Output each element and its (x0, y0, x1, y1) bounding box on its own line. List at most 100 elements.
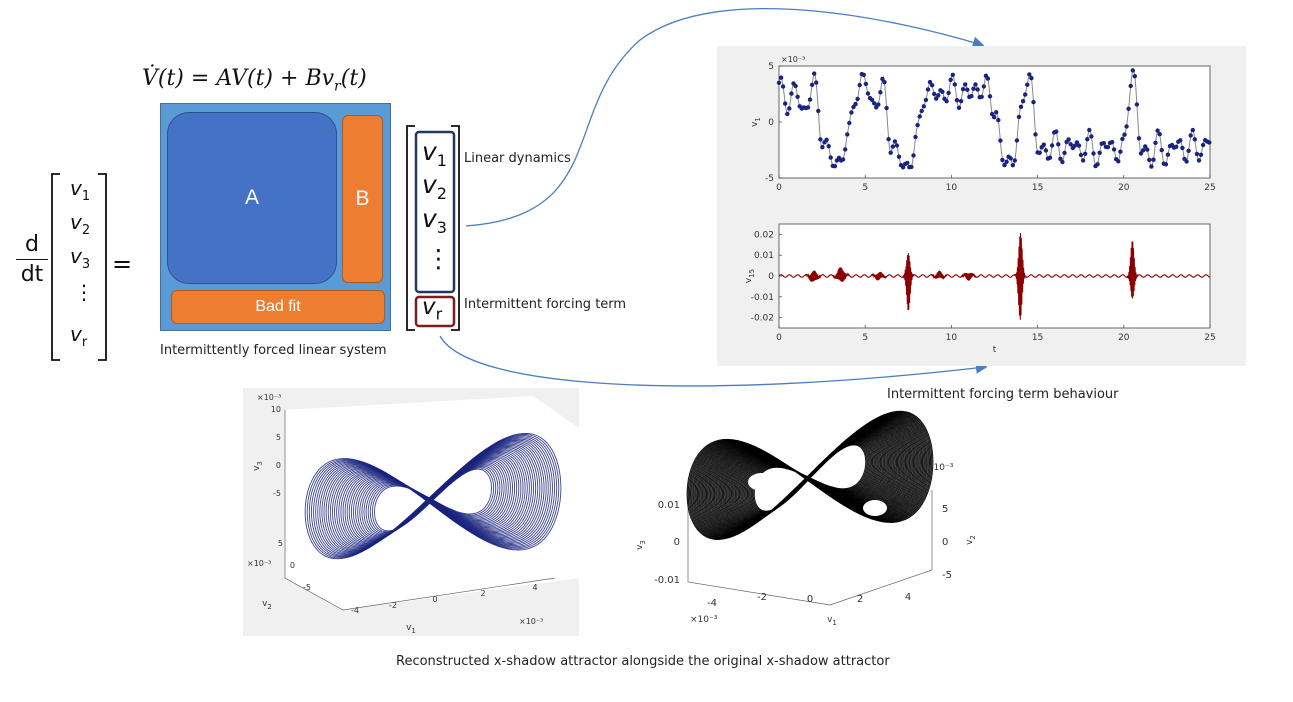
v1-point (965, 87, 970, 92)
v1-point (1029, 75, 1034, 81)
v1-point (1155, 128, 1160, 133)
v1-point (975, 87, 980, 92)
v1-point (940, 89, 945, 94)
v1-point (845, 132, 850, 137)
v1-point (1012, 158, 1017, 163)
state-v1: v1 (70, 176, 91, 204)
attractor-caption: Reconstructed x-shadow attractor alongsi… (396, 654, 890, 669)
linear-dots: ⋮ (426, 244, 451, 273)
att2-v1-tick: -4 (707, 598, 717, 609)
v1-point (892, 139, 898, 144)
matrix-a-block: A (167, 112, 337, 284)
v1-point (857, 82, 862, 88)
matrix-frame: A B Bad fit (160, 103, 391, 331)
v1-point (992, 115, 997, 120)
v15-y-tick: -0.02 (751, 314, 774, 324)
v1-point (1126, 106, 1131, 111)
v1-y-tick: 5 (768, 62, 774, 72)
v1-point (1056, 142, 1061, 147)
v1-point (996, 117, 1001, 123)
v15-x-tick: 20 (1118, 333, 1130, 343)
att2-v2-tick: 0 (942, 537, 948, 548)
v1-point (1016, 114, 1022, 120)
v1-point (1080, 158, 1086, 163)
att1-v2-tick: -5 (303, 583, 311, 592)
v1-point (969, 93, 974, 99)
v1-point (1072, 143, 1077, 148)
behaviour-caption: Intermittent forcing term behaviour (887, 387, 1119, 402)
v15-ylabel: v15 (744, 269, 756, 283)
equation-plus: + (273, 66, 306, 91)
forcing-term-box (414, 295, 456, 328)
v1-point (826, 144, 831, 149)
att2-v2-label: v2 (965, 535, 977, 545)
svg-text:v2: v2 (262, 599, 272, 611)
v1-x-tick: 0 (776, 183, 782, 193)
v1-point (812, 71, 817, 76)
att2-v3-tick: 0.01 (658, 500, 680, 511)
v1-point (909, 164, 914, 170)
att1-v3-tick: -5 (273, 489, 281, 498)
v1-point (1089, 134, 1094, 139)
reconstructed-attractor: 10 5 0 -5 ×10⁻³ v3 5 0 -5 ×10⁻³ v2 -4 -2 0 2 4 ×10⁻³ v1 (247, 393, 579, 635)
v1-point (853, 101, 858, 107)
linear-dynamics-box (414, 130, 456, 294)
v1-point (1192, 137, 1197, 142)
equals-sign: = (112, 250, 133, 278)
v1-point (1008, 156, 1013, 161)
v1-point (816, 108, 821, 114)
v1-point (1054, 129, 1059, 134)
v1-point (1027, 72, 1032, 77)
derivative-denominator: dt (20, 262, 44, 287)
att1-v3-tick: 5 (276, 433, 281, 442)
v1-point (954, 98, 960, 103)
v1-point (963, 82, 968, 87)
att2-v1-exponent: ×10⁻³ (690, 615, 718, 625)
v1-point (1105, 144, 1111, 150)
v1-point (1000, 157, 1005, 163)
v1-point (1025, 82, 1030, 87)
v1-x-tick: 20 (1118, 183, 1130, 193)
linear-v3: v3 (422, 204, 447, 237)
att1-v3-tick: 0 (276, 461, 281, 470)
v1-point (1132, 74, 1137, 79)
v1-point (1109, 139, 1115, 145)
v1-point (1091, 151, 1096, 156)
att2-v1-tick: -2 (757, 592, 767, 603)
v1-point (979, 94, 984, 99)
v1-point (1180, 145, 1185, 151)
v15-series-line (778, 233, 1211, 320)
v15-x-tick: 0 (776, 333, 782, 343)
v1-point (861, 72, 866, 78)
v1-point (1149, 164, 1154, 169)
split-vector-brackets (406, 125, 460, 331)
matrix-b-block: B (342, 115, 383, 283)
v1-point (1060, 159, 1065, 165)
linear-v2: v2 (422, 170, 447, 203)
v1-point (807, 97, 813, 102)
v1-point (855, 96, 860, 102)
att2-v3-tick: 0 (674, 537, 680, 548)
equation-term2-sub: r (334, 78, 341, 95)
v1-point (1068, 142, 1073, 147)
v15-y-tick: 0 (768, 272, 774, 282)
state-dots: ⋮ (74, 280, 94, 304)
att1-v3-tick: 10 (271, 405, 281, 414)
v1-point (787, 106, 792, 111)
v1-point (1095, 162, 1100, 167)
v1-point (994, 110, 999, 115)
att2-v1-tick: 4 (905, 592, 911, 603)
att2-v1-tick: 2 (857, 594, 863, 605)
equation-lhs: V̇(t) = (142, 66, 217, 91)
derivative-operator: d dt (12, 232, 52, 287)
v1-point (863, 81, 869, 87)
svg-text:v1: v1 (750, 117, 762, 127)
v1-point (1165, 152, 1171, 157)
v1-point (1087, 127, 1092, 133)
v1-point (1184, 159, 1189, 164)
v15-x-tick: 25 (1204, 333, 1215, 343)
v1-point (785, 111, 790, 117)
v1-point (1062, 150, 1067, 156)
v1-point (1122, 132, 1127, 137)
v1-point (948, 77, 953, 82)
